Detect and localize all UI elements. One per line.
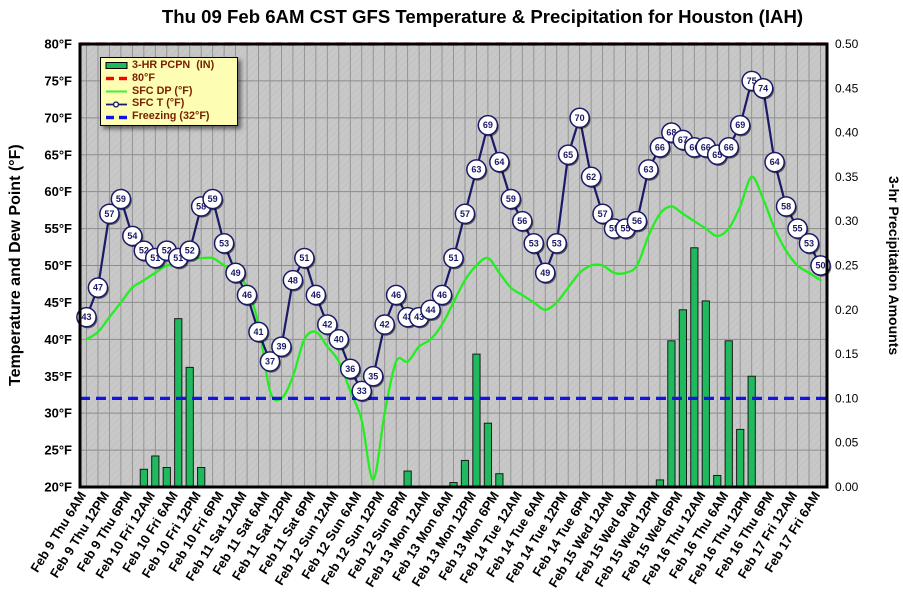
svg-text:53: 53 (529, 238, 539, 248)
svg-text:39: 39 (276, 342, 286, 352)
svg-text:57: 57 (598, 209, 608, 219)
svg-text:0.45: 0.45 (835, 81, 859, 95)
svg-text:56: 56 (517, 216, 527, 226)
svg-text:41: 41 (254, 327, 264, 337)
svg-text:64: 64 (770, 157, 780, 167)
svg-text:20°F: 20°F (44, 480, 72, 495)
svg-text:0.10: 0.10 (835, 391, 859, 405)
svg-text:53: 53 (804, 238, 814, 248)
svg-text:0.15: 0.15 (835, 347, 859, 361)
svg-text:50°F: 50°F (44, 258, 72, 273)
svg-text:54: 54 (127, 231, 137, 241)
svg-text:59: 59 (116, 194, 126, 204)
svg-text:65: 65 (563, 150, 573, 160)
svg-text:55: 55 (793, 224, 803, 234)
svg-text:51: 51 (299, 253, 309, 263)
svg-text:40°F: 40°F (44, 332, 72, 347)
svg-text:44: 44 (426, 305, 436, 315)
svg-text:64: 64 (494, 157, 504, 167)
svg-text:69: 69 (735, 120, 745, 130)
svg-text:66: 66 (655, 142, 665, 152)
svg-text:53: 53 (219, 238, 229, 248)
svg-text:58: 58 (781, 201, 791, 211)
svg-text:49: 49 (540, 268, 550, 278)
svg-text:48: 48 (288, 275, 298, 285)
svg-text:49: 49 (231, 268, 241, 278)
svg-text:70: 70 (575, 113, 585, 123)
svg-text:45°F: 45°F (44, 295, 72, 310)
svg-text:52: 52 (185, 246, 195, 256)
svg-text:46: 46 (242, 290, 252, 300)
svg-text:75°F: 75°F (44, 73, 72, 88)
svg-text:0.25: 0.25 (835, 259, 859, 273)
svg-text:0.00: 0.00 (835, 480, 859, 494)
svg-text:43: 43 (81, 312, 91, 322)
svg-text:59: 59 (208, 194, 218, 204)
svg-text:50: 50 (815, 261, 825, 271)
svg-text:30°F: 30°F (44, 406, 72, 421)
svg-text:42: 42 (380, 320, 390, 330)
svg-text:25°F: 25°F (44, 443, 72, 458)
svg-text:0.50: 0.50 (835, 37, 859, 51)
svg-text:35: 35 (368, 371, 378, 381)
svg-text:33: 33 (357, 386, 367, 396)
svg-text:60°F: 60°F (44, 184, 72, 199)
svg-text:46: 46 (311, 290, 321, 300)
svg-text:37: 37 (265, 356, 275, 366)
svg-text:63: 63 (471, 165, 481, 175)
svg-text:63: 63 (643, 165, 653, 175)
svg-text:53: 53 (552, 238, 562, 248)
svg-text:42: 42 (322, 320, 332, 330)
svg-text:51: 51 (448, 253, 458, 263)
svg-text:36: 36 (345, 364, 355, 374)
svg-text:46: 46 (437, 290, 447, 300)
svg-text:0.30: 0.30 (835, 214, 859, 228)
svg-text:70°F: 70°F (44, 110, 72, 125)
svg-text:35°F: 35°F (44, 369, 72, 384)
svg-text:55°F: 55°F (44, 221, 72, 236)
svg-text:47: 47 (93, 283, 103, 293)
svg-text:69: 69 (483, 120, 493, 130)
svg-text:40: 40 (334, 334, 344, 344)
svg-text:66: 66 (724, 142, 734, 152)
svg-text:62: 62 (586, 172, 596, 182)
svg-text:74: 74 (758, 83, 768, 93)
svg-text:57: 57 (460, 209, 470, 219)
svg-text:0.20: 0.20 (835, 303, 859, 317)
svg-text:0.40: 0.40 (835, 126, 859, 140)
svg-text:59: 59 (506, 194, 516, 204)
svg-text:80°F: 80°F (44, 37, 72, 52)
svg-text:57: 57 (104, 209, 114, 219)
svg-text:0.05: 0.05 (835, 436, 859, 450)
svg-text:56: 56 (632, 216, 642, 226)
svg-text:0.35: 0.35 (835, 170, 859, 184)
svg-text:65°F: 65°F (44, 147, 72, 162)
svg-text:46: 46 (391, 290, 401, 300)
